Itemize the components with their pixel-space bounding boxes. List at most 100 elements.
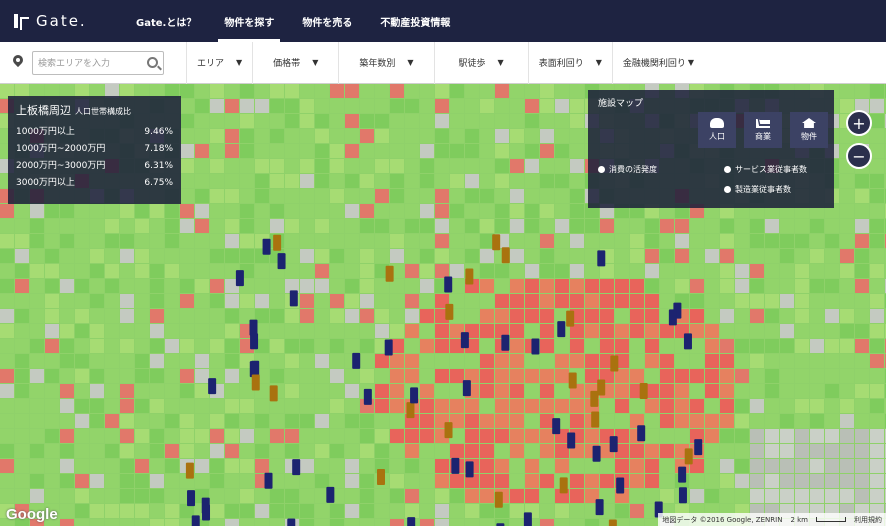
property-marker-icon[interactable]	[191, 515, 200, 526]
property-marker-icon[interactable]	[637, 425, 646, 442]
property-marker-icon[interactable]	[501, 334, 510, 351]
property-marker-icon[interactable]	[277, 253, 286, 270]
dropdown-surface-yield[interactable]: 表面利回り ▼	[527, 41, 612, 84]
property-marker-icon[interactable]	[531, 338, 540, 355]
property-marker-icon[interactable]	[597, 250, 606, 267]
property-marker-icon[interactable]	[566, 310, 575, 327]
zoom-out-button[interactable]: −	[846, 143, 872, 169]
property-marker-icon[interactable]	[683, 333, 692, 350]
property-marker-icon[interactable]	[187, 490, 196, 507]
property-marker-icon[interactable]	[678, 466, 687, 483]
property-marker-icon[interactable]	[552, 418, 561, 435]
property-marker-icon[interactable]	[264, 472, 273, 489]
property-marker-icon[interactable]	[235, 270, 244, 287]
zoom-in-button[interactable]: +	[846, 110, 872, 136]
dropdown-area[interactable]: エリア ▼	[186, 41, 252, 84]
property-marker-icon[interactable]	[444, 422, 453, 439]
property-marker-icon[interactable]	[460, 332, 469, 349]
property-marker-icon[interactable]	[557, 321, 566, 338]
property-marker-icon[interactable]	[567, 432, 576, 449]
property-marker-icon[interactable]	[597, 379, 606, 396]
property-marker-icon[interactable]	[559, 477, 568, 494]
heatmap-cell	[15, 354, 29, 368]
area-search-input[interactable]: 検索エリアを入力	[32, 50, 164, 75]
property-marker-icon[interactable]	[595, 499, 604, 516]
property-marker-icon[interactable]	[523, 512, 532, 526]
heatmap-cell	[105, 474, 119, 488]
property-marker-icon[interactable]	[496, 523, 505, 526]
heatmap-cell	[420, 204, 434, 218]
property-marker-icon[interactable]	[262, 238, 271, 255]
population-button[interactable]: 人口	[698, 112, 736, 148]
property-marker-icon[interactable]	[684, 448, 693, 465]
property-marker-icon[interactable]	[410, 387, 419, 404]
property-marker-icon[interactable]	[376, 468, 385, 485]
property-marker-icon[interactable]	[591, 411, 600, 428]
property-marker-icon[interactable]	[616, 477, 625, 494]
heatmap-cell	[405, 249, 419, 263]
property-marker-icon[interactable]	[384, 339, 393, 356]
dropdown-station-walk[interactable]: 駅徒歩 ▼	[433, 41, 528, 84]
dropdown-building-age[interactable]: 築年数別 ▼	[338, 41, 433, 84]
property-marker-icon[interactable]	[494, 491, 503, 508]
property-marker-icon[interactable]	[289, 290, 298, 307]
property-marker-icon[interactable]	[326, 486, 335, 503]
property-marker-icon[interactable]	[451, 457, 460, 474]
property-marker-icon[interactable]	[668, 309, 677, 326]
dropdown-bank-yield[interactable]: 金融機関利回り ▼	[611, 41, 704, 84]
property-marker-icon[interactable]	[462, 380, 471, 397]
heatmap-cell	[30, 234, 44, 248]
property-marker-icon[interactable]	[406, 402, 415, 419]
heatmap-cell	[570, 399, 584, 413]
property-marker-icon[interactable]	[250, 333, 259, 350]
property-button[interactable]: 物件	[790, 112, 828, 148]
property-marker-icon[interactable]	[292, 459, 301, 476]
heatmap-cell	[345, 234, 359, 248]
search-icon[interactable]	[147, 56, 158, 68]
property-marker-icon[interactable]	[639, 383, 648, 400]
property-marker-icon[interactable]	[590, 390, 599, 407]
heatmap-cell	[540, 474, 554, 488]
property-marker-icon[interactable]	[492, 234, 501, 251]
property-marker-icon[interactable]	[407, 517, 416, 526]
commerce-button[interactable]: 商業	[744, 112, 782, 148]
property-marker-icon[interactable]	[610, 355, 619, 372]
heatmap-cell	[660, 369, 674, 383]
property-marker-icon[interactable]	[444, 276, 453, 293]
property-marker-icon[interactable]	[465, 461, 474, 478]
property-marker-icon[interactable]	[608, 519, 617, 526]
property-marker-icon[interactable]	[568, 372, 577, 389]
property-marker-icon[interactable]	[208, 378, 217, 395]
property-marker-icon[interactable]	[609, 436, 618, 453]
property-marker-icon[interactable]	[251, 374, 260, 391]
property-marker-icon[interactable]	[251, 360, 260, 377]
nav-item-search-property[interactable]: 物件を探す	[210, 0, 288, 42]
heatmap-cell	[225, 444, 239, 458]
heatmap-cell	[120, 264, 134, 278]
property-marker-icon[interactable]	[287, 518, 296, 526]
heatmap-cell	[240, 429, 254, 443]
property-marker-icon[interactable]	[694, 439, 703, 456]
property-marker-icon[interactable]	[465, 268, 474, 285]
heatmap-cell	[300, 294, 314, 308]
dropdown-price[interactable]: 価格帯 ▼	[252, 41, 338, 84]
property-marker-icon[interactable]	[363, 388, 372, 405]
nav-item-sell-property[interactable]: 物件を売る	[302, 17, 353, 29]
logo[interactable]: Gate.	[12, 12, 122, 30]
property-marker-icon[interactable]	[273, 234, 282, 251]
heatmap-cell	[120, 309, 134, 323]
property-marker-icon[interactable]	[592, 445, 601, 462]
property-marker-icon[interactable]	[352, 352, 361, 369]
property-marker-icon[interactable]	[269, 385, 278, 402]
property-marker-icon[interactable]	[385, 265, 394, 282]
property-marker-icon[interactable]	[202, 504, 211, 521]
property-marker-icon[interactable]	[678, 487, 687, 504]
heatmap-cell	[30, 459, 44, 473]
nav-item-investment-info[interactable]: 不動産投資情報	[380, 17, 451, 29]
terms-link[interactable]: 利用規約	[854, 515, 882, 524]
property-marker-icon[interactable]	[445, 303, 454, 320]
property-marker-icon[interactable]	[185, 462, 194, 479]
nav-item-about[interactable]: Gate.とは？	[136, 17, 197, 29]
property-marker-icon[interactable]	[501, 247, 510, 264]
property-marker-icon[interactable]	[249, 319, 258, 336]
